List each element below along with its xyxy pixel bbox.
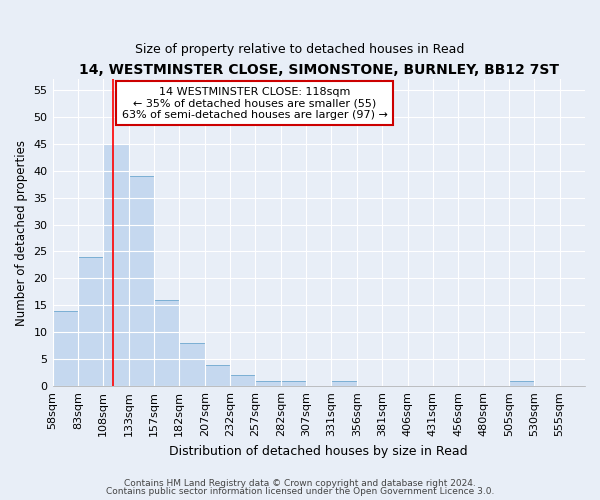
Text: Contains public sector information licensed under the Open Government Licence 3.: Contains public sector information licen… — [106, 487, 494, 496]
X-axis label: Distribution of detached houses by size in Read: Distribution of detached houses by size … — [169, 444, 468, 458]
Text: Contains HM Land Registry data © Crown copyright and database right 2024.: Contains HM Land Registry data © Crown c… — [124, 478, 476, 488]
Bar — [331, 381, 357, 386]
Bar — [509, 381, 534, 386]
Bar — [128, 176, 154, 386]
Bar — [154, 300, 179, 386]
Bar — [103, 144, 128, 386]
Bar — [281, 381, 306, 386]
Title: 14, WESTMINSTER CLOSE, SIMONSTONE, BURNLEY, BB12 7ST: 14, WESTMINSTER CLOSE, SIMONSTONE, BURNL… — [79, 62, 559, 76]
Bar — [179, 343, 205, 386]
Bar — [256, 381, 281, 386]
Text: 14 WESTMINSTER CLOSE: 118sqm
← 35% of detached houses are smaller (55)
63% of se: 14 WESTMINSTER CLOSE: 118sqm ← 35% of de… — [122, 86, 388, 120]
Y-axis label: Number of detached properties: Number of detached properties — [15, 140, 28, 326]
Bar — [230, 376, 256, 386]
Bar — [53, 310, 78, 386]
Bar — [205, 364, 230, 386]
Bar — [78, 257, 103, 386]
Text: Size of property relative to detached houses in Read: Size of property relative to detached ho… — [136, 42, 464, 56]
